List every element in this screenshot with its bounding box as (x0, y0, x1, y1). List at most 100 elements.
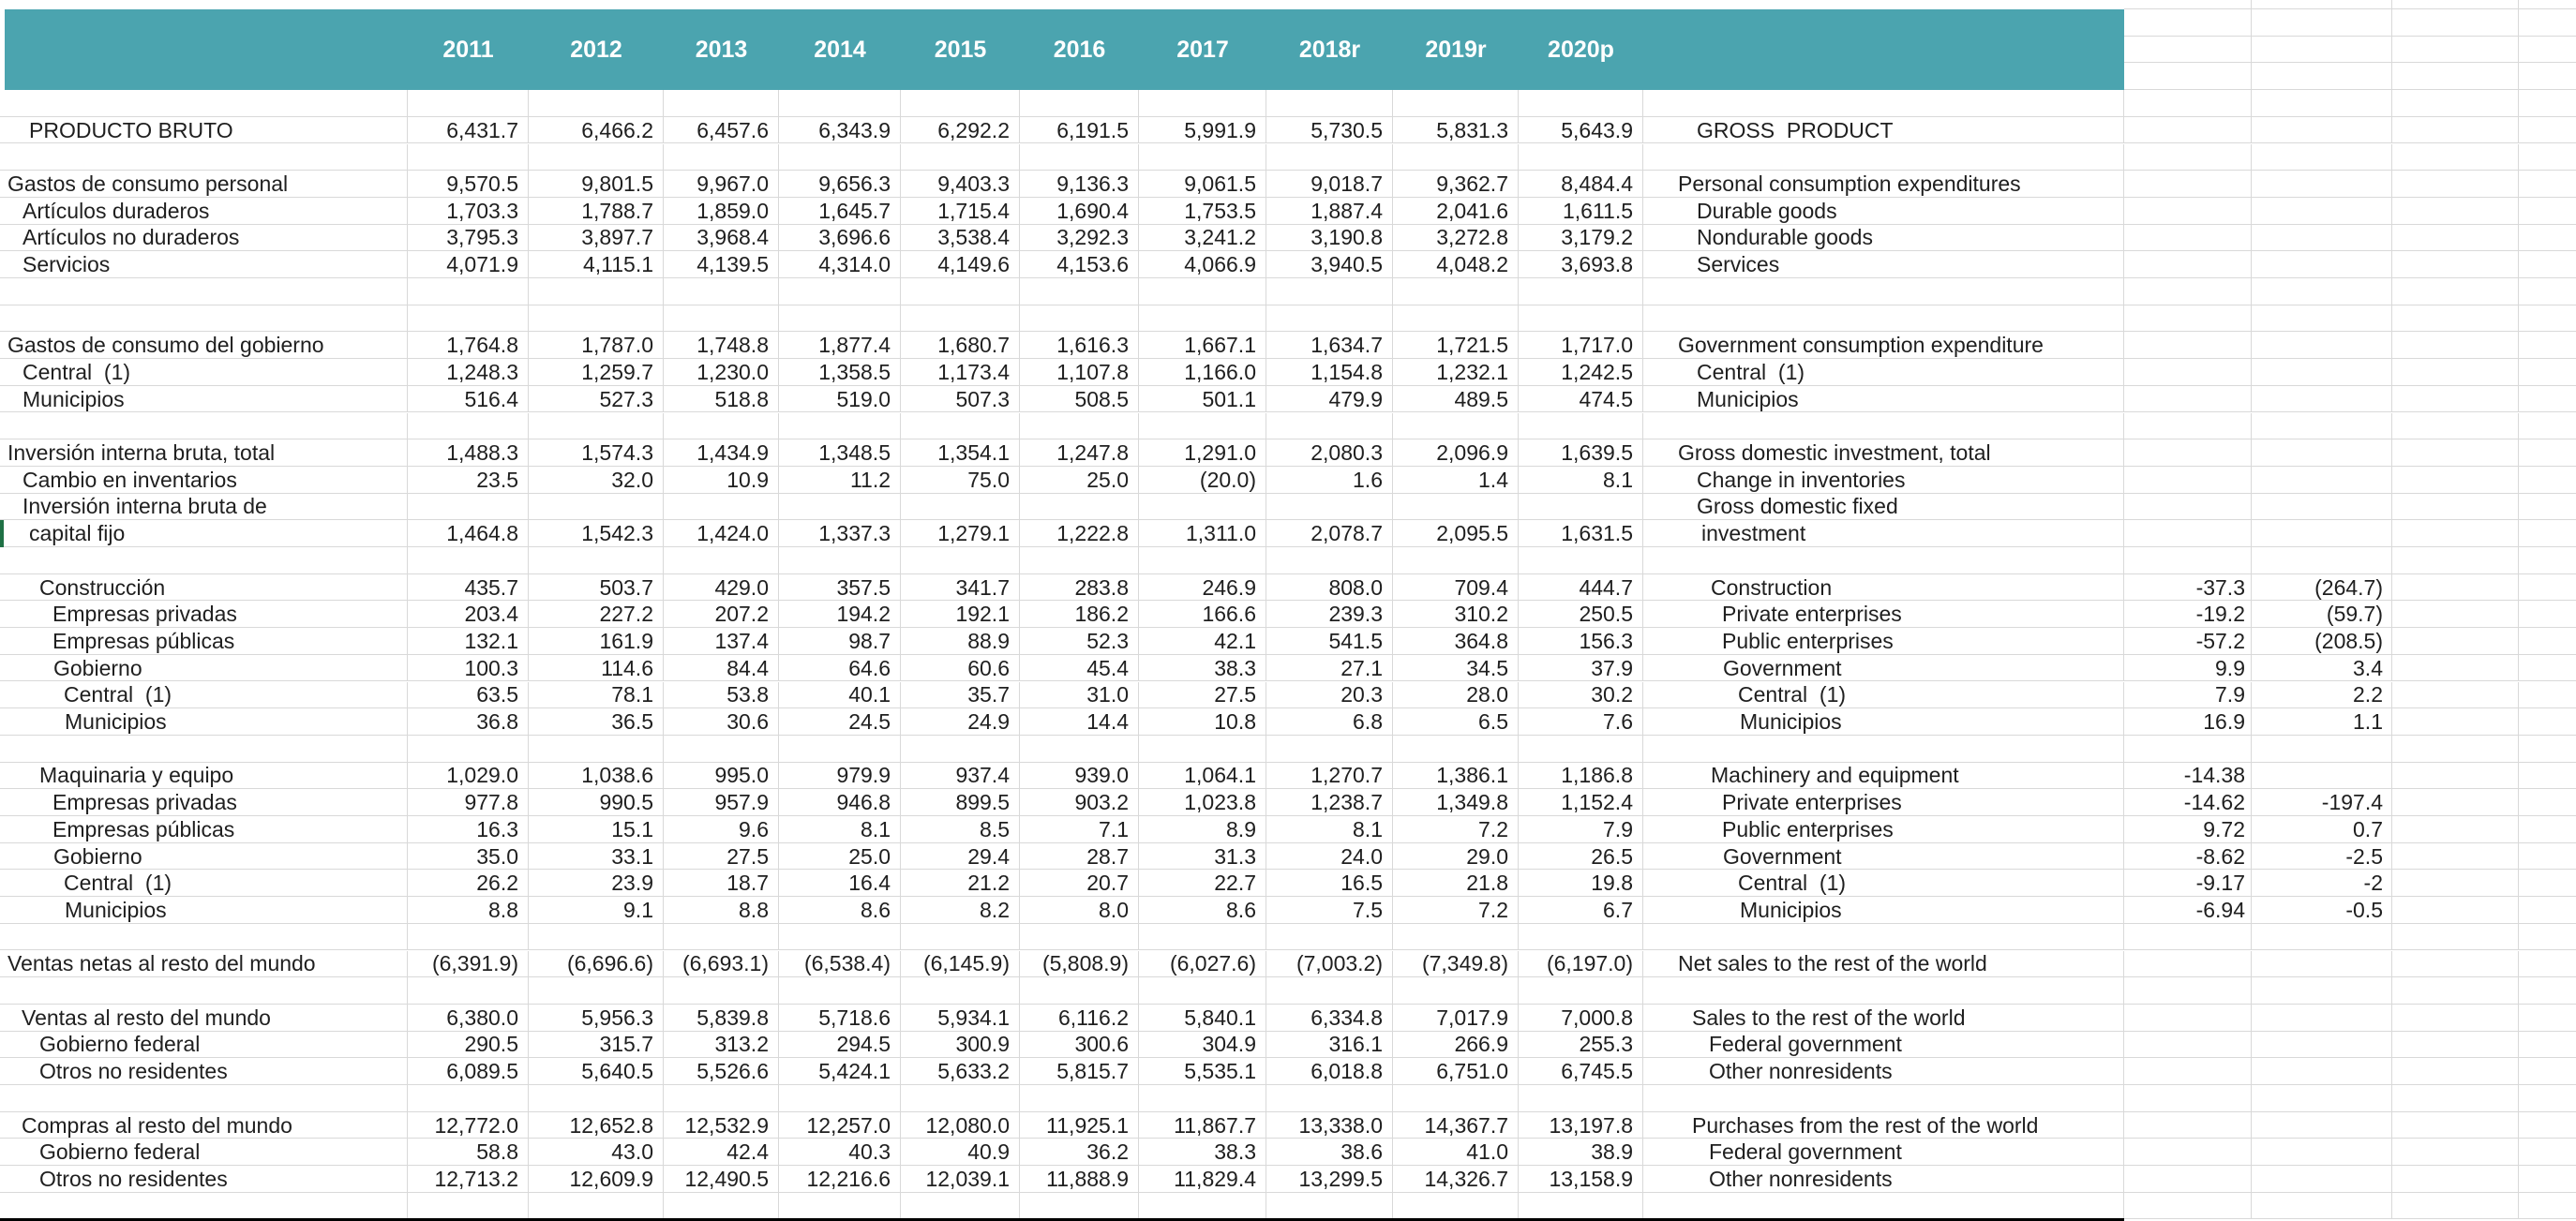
cell-value[interactable]: 9,362.7 (1393, 171, 1519, 197)
cell-extra[interactable] (2124, 494, 2252, 520)
cell-empty[interactable] (2252, 9, 2392, 36)
cell-value[interactable]: 203.4 (408, 601, 529, 627)
cell-value[interactable]: 36.2 (1020, 1139, 1139, 1165)
year-header[interactable]: 2019r (1393, 9, 1519, 90)
cell-value[interactable]: 11.2 (779, 467, 901, 493)
row-label-en[interactable]: Public enterprises (1643, 816, 2124, 842)
row-label-en[interactable]: Durable goods (1643, 198, 2124, 224)
cell-value[interactable]: 98.7 (779, 628, 901, 654)
cell-value[interactable]: 808.0 (1266, 574, 1393, 601)
cell-value[interactable] (664, 736, 779, 762)
cell-value[interactable]: 19.8 (1519, 870, 1643, 896)
cell-value[interactable]: 899.5 (901, 789, 1020, 815)
cell-value[interactable]: 12,216.6 (779, 1166, 901, 1192)
cell-value[interactable]: 26.5 (1519, 843, 1643, 870)
cell-value[interactable]: 21.8 (1393, 870, 1519, 896)
cell-value[interactable]: 15.1 (529, 816, 664, 842)
row-label-en[interactable]: Public enterprises (1643, 628, 2124, 654)
cell-value[interactable] (1020, 413, 1139, 439)
cell-value[interactable]: 903.2 (1020, 789, 1139, 815)
cell-value[interactable]: 5,840.1 (1139, 1005, 1266, 1031)
cell-value[interactable] (1393, 924, 1519, 950)
cell-value[interactable]: 100.3 (408, 655, 529, 681)
cell-value[interactable]: 43.0 (529, 1139, 664, 1165)
cell-value[interactable] (529, 547, 664, 573)
cell-extra[interactable]: 0.7 (2252, 816, 2392, 842)
cell-empty[interactable] (2392, 305, 2519, 332)
cell-value[interactable]: 290.5 (408, 1032, 529, 1058)
cell-extra[interactable] (2124, 386, 2252, 412)
cell-value[interactable]: 977.8 (408, 789, 529, 815)
cell-extra[interactable] (2252, 547, 2392, 573)
cell-value[interactable] (1393, 1193, 1519, 1219)
cell-value[interactable]: 300.6 (1020, 1032, 1139, 1058)
row-label-en[interactable]: investment (1643, 520, 2124, 546)
cell-empty[interactable] (2392, 413, 2519, 439)
cell-value[interactable]: 9,570.5 (408, 171, 529, 197)
cell-value[interactable] (664, 547, 779, 573)
cell-value[interactable]: 1,631.5 (1519, 520, 1643, 546)
cell-value[interactable] (1139, 1193, 1266, 1219)
cell-value[interactable]: (6,197.0) (1519, 951, 1643, 977)
cell-value[interactable] (1393, 547, 1519, 573)
cell-empty[interactable] (2392, 171, 2519, 197)
cell-value[interactable]: 27.5 (664, 843, 779, 870)
cell-empty[interactable] (2519, 1112, 2576, 1139)
row-label-en[interactable]: Government (1643, 843, 2124, 870)
cell-value[interactable]: 38.9 (1519, 1139, 1643, 1165)
cell-value[interactable]: 541.5 (1266, 628, 1393, 654)
row-label-en[interactable]: Gross domestic investment, total (1643, 439, 2124, 466)
cell-value[interactable] (1266, 494, 1393, 520)
row-label-es[interactable] (0, 736, 408, 762)
cell-empty[interactable] (2392, 90, 2519, 116)
cell-empty[interactable] (2519, 9, 2576, 36)
cell-value[interactable]: 518.8 (664, 386, 779, 412)
cell-value[interactable] (1393, 90, 1519, 116)
cell-empty[interactable] (2519, 63, 2576, 89)
cell-value[interactable] (408, 547, 529, 573)
cell-value[interactable]: 1,270.7 (1266, 763, 1393, 789)
cell-value[interactable]: 6,089.5 (408, 1058, 529, 1084)
cell-value[interactable] (529, 413, 664, 439)
cell-empty[interactable] (2519, 628, 2576, 654)
cell-value[interactable]: 20.7 (1020, 870, 1139, 896)
cell-empty[interactable] (2519, 1166, 2576, 1192)
row-label-en[interactable] (1643, 278, 2124, 305)
cell-extra[interactable] (2252, 278, 2392, 305)
cell-value[interactable]: 18.7 (664, 870, 779, 896)
cell-value[interactable] (1519, 494, 1643, 520)
cell-value[interactable]: 1.4 (1393, 467, 1519, 493)
year-header[interactable]: 2013 (664, 9, 779, 90)
cell-extra[interactable] (2124, 117, 2252, 143)
cell-value[interactable]: 12,039.1 (901, 1166, 1020, 1192)
cell-value[interactable]: 315.7 (529, 1032, 664, 1058)
cell-value[interactable]: 1,667.1 (1139, 332, 1266, 358)
cell-value[interactable]: 3,897.7 (529, 225, 664, 251)
cell-value[interactable]: 7,000.8 (1519, 1005, 1643, 1031)
cell-value[interactable] (779, 278, 901, 305)
cell-value[interactable]: 2,096.9 (1393, 439, 1519, 466)
row-label-en[interactable]: Nondurable goods (1643, 225, 2124, 251)
cell-extra[interactable] (2124, 198, 2252, 224)
cell-value[interactable] (664, 924, 779, 950)
cell-empty[interactable] (2392, 1032, 2519, 1058)
cell-value[interactable]: 31.3 (1139, 843, 1266, 870)
cell-extra[interactable]: -2.5 (2252, 843, 2392, 870)
cell-empty[interactable] (2519, 1085, 2576, 1111)
cell-value[interactable] (901, 278, 1020, 305)
cell-value[interactable]: 1,753.5 (1139, 198, 1266, 224)
cell-value[interactable]: 7.9 (1519, 816, 1643, 842)
cell-value[interactable]: 9,061.5 (1139, 171, 1266, 197)
cell-value[interactable]: 1,337.3 (779, 520, 901, 546)
cell-value[interactable]: 3,795.3 (408, 225, 529, 251)
cell-value[interactable]: 310.2 (1393, 601, 1519, 627)
cell-value[interactable] (1266, 547, 1393, 573)
cell-value[interactable]: 1.6 (1266, 467, 1393, 493)
cell-value[interactable]: 5,526.6 (664, 1058, 779, 1084)
cell-empty[interactable] (2392, 439, 2519, 466)
cell-value[interactable]: 16.4 (779, 870, 901, 896)
cell-extra[interactable]: (59.7) (2252, 601, 2392, 627)
cell-extra[interactable] (2124, 144, 2252, 171)
cell-empty[interactable] (2519, 332, 2576, 358)
cell-value[interactable]: 36.5 (529, 708, 664, 735)
